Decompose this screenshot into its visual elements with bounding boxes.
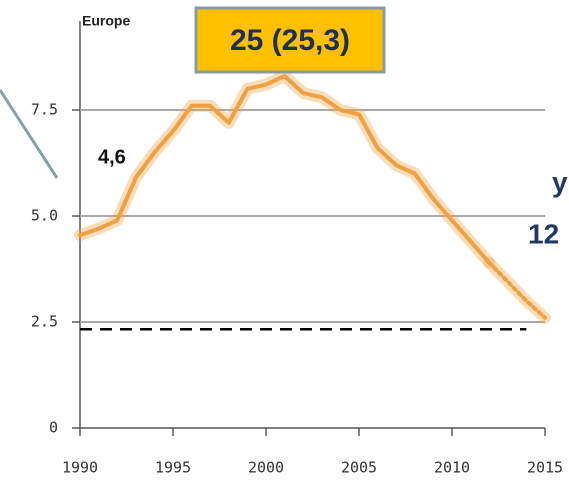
x-tick-label: 2005 [341, 459, 377, 477]
chart-title: Europe [82, 13, 130, 29]
annotation: 12 [528, 218, 559, 249]
annotation: y [552, 166, 568, 197]
line [78, 74, 492, 265]
y-tick-label: 7.5 [31, 101, 58, 119]
line [487, 260, 547, 320]
x-tick-label: 2015 [527, 459, 563, 477]
annotation: 4,6 [98, 146, 126, 168]
x-tick-label: 1990 [62, 459, 98, 477]
annotation: 25 (25,3) [230, 24, 350, 57]
y-tick-label: 2.5 [31, 313, 58, 331]
y-tick-label: 0 [49, 419, 58, 437]
x-tick-label: 1995 [155, 459, 191, 477]
x-tick-label: 2010 [434, 459, 470, 477]
y-tick-label: 5.0 [31, 207, 58, 225]
annotation-box [194, 6, 386, 74]
x-tick-label: 2000 [248, 459, 284, 477]
pointer-line [0, 89, 59, 179]
